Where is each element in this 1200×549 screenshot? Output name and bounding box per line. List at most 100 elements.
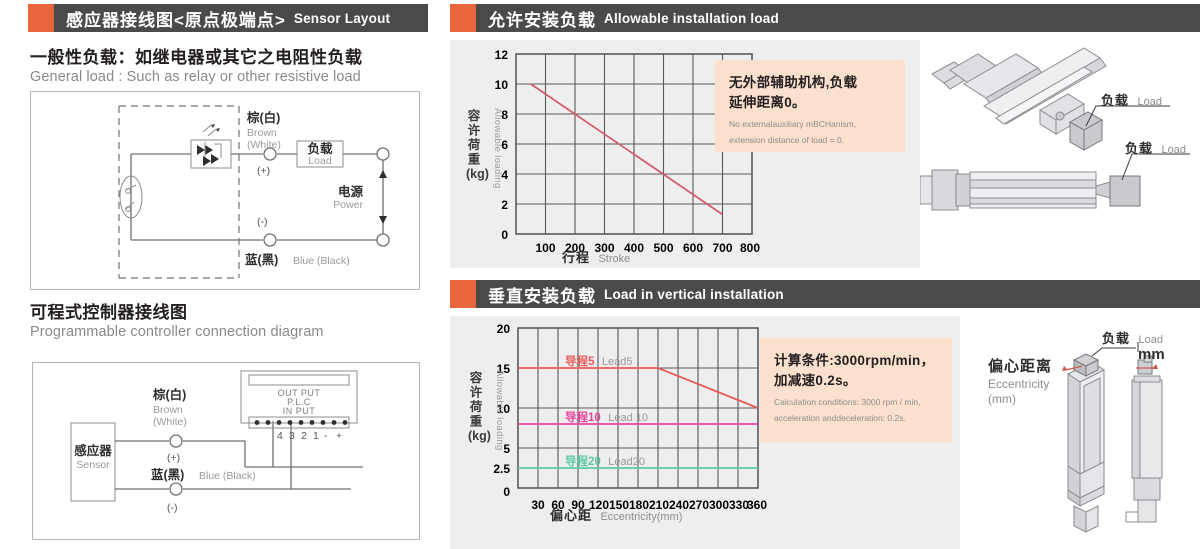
subtitle-general-load: 一般性负载：如继电器或其它之电阻性负载 General load : Such … bbox=[30, 43, 363, 85]
section-title-en: Sensor Layout bbox=[293, 10, 391, 26]
plc-polarity-minus: (-) bbox=[167, 502, 178, 514]
plc-output-label: OUT PUT bbox=[278, 388, 321, 398]
load-label-cn: 负载 bbox=[307, 141, 333, 156]
blue-label-cn: 蓝(黑) bbox=[245, 252, 278, 267]
section-title-allowable-cn: 允许安装负载 bbox=[488, 10, 596, 30]
callout2-en-line1: Calculation conditions: 3000 rpm / min, bbox=[774, 396, 921, 407]
plc-name-label: P.L.C bbox=[287, 397, 311, 407]
callout2-cn-line1: 计算条件:3000rpm/min， bbox=[774, 353, 935, 368]
subtitle-plc-cn: 可程式控制器接线图 bbox=[30, 303, 188, 322]
plc-terminal-2: 2 bbox=[301, 430, 307, 442]
brown-label-en2: (White) bbox=[247, 139, 281, 151]
plc-terminal-minus: - bbox=[324, 430, 328, 442]
sensor-box-label-cn: 感应器 bbox=[74, 443, 112, 458]
plc-blue-label-cn: 蓝(黑) bbox=[151, 467, 184, 482]
eccentricity-label-unit: (mm) bbox=[988, 391, 1016, 406]
chart1-ylabel-cn: 容许荷重 bbox=[465, 109, 480, 168]
svg-text:90: 90 bbox=[571, 498, 585, 512]
polarity-plus-label: (+) bbox=[257, 165, 270, 177]
chart2-xlabel-cn: 偏心距 bbox=[550, 508, 593, 523]
svg-text:400: 400 bbox=[624, 241, 644, 255]
plc-terminal-1: 1 bbox=[313, 430, 319, 442]
callout1-en-line1: No externalauxiliary mBCHanism, bbox=[729, 118, 857, 129]
polarity-minus-label: (-) bbox=[257, 216, 268, 228]
svg-text:5: 5 bbox=[503, 442, 510, 456]
callout-vertical-load: 计算条件:3000rpm/min， 加减速0.2s。 Calculation c… bbox=[760, 338, 952, 442]
callout1-en-line2: extension distance of load = 0. bbox=[729, 134, 845, 145]
blue-label-en: Blue (Black) bbox=[293, 255, 350, 267]
svg-text:500: 500 bbox=[653, 241, 673, 255]
callout1-cn-line2: 延伸距离0。 bbox=[729, 95, 806, 111]
power-label-cn: 电源 bbox=[338, 184, 364, 199]
illustration-vertical-actuators: 负载 Load mm 偏心距离 Eccentricity (mm) bbox=[960, 316, 1200, 549]
series-label-lead5: 导程5 Lead5 bbox=[565, 352, 632, 370]
svg-text:700: 700 bbox=[712, 241, 732, 255]
svg-text:0: 0 bbox=[503, 485, 510, 499]
section-header-vertical-load: 垂直安装负载 Load in vertical installation bbox=[450, 280, 1200, 308]
load-callout-top-1-en: Load bbox=[1137, 96, 1162, 108]
svg-text:2.5: 2.5 bbox=[493, 462, 510, 476]
load-callout-bottom-en: Load bbox=[1138, 334, 1163, 346]
svg-text:4: 4 bbox=[501, 168, 508, 182]
plc-blue-label-en: Blue (Black) bbox=[199, 470, 256, 482]
plc-brown-label-en1: Brown bbox=[153, 404, 183, 416]
plc-circuit-svg: 感应器 Sensor OUT PUT P.L.C IN PUT bbox=[70, 370, 363, 514]
svg-text:15: 15 bbox=[497, 362, 511, 376]
section-header-allowable-load: 允许安装负载 Allowable installation load bbox=[450, 4, 1200, 32]
chart2-ylabel-en: Allowable loading bbox=[493, 370, 505, 451]
series-allowable-load-line bbox=[530, 83, 723, 216]
load-callout-top-2-en: Load bbox=[1161, 144, 1186, 156]
accent-swatch bbox=[28, 4, 54, 32]
svg-text:240: 240 bbox=[669, 498, 689, 512]
load-callout-top-1: 负载 Load bbox=[1101, 90, 1162, 110]
callout1-cn-line1: 无外部辅助机构,负载 bbox=[729, 75, 858, 90]
illustration-horizontal-actuators: 负载 Load 负载 Load bbox=[920, 40, 1200, 268]
svg-text:10: 10 bbox=[495, 78, 509, 92]
chart1-ylabel-unit: (kg) bbox=[466, 167, 489, 182]
chart1-xlabel-cn: 行程 bbox=[562, 250, 591, 265]
svg-text:270: 270 bbox=[689, 498, 709, 512]
mm-unit-label: mm bbox=[1138, 346, 1165, 363]
series-label-lead20-cn: 导程20 bbox=[565, 456, 601, 468]
load-callout-top-1-cn: 负载 bbox=[1101, 93, 1130, 108]
accent-swatch-3 bbox=[450, 280, 476, 308]
plc-brown-label-cn: 棕(白) bbox=[152, 387, 186, 402]
svg-text:100: 100 bbox=[535, 241, 555, 255]
series-label-lead20-en: Lead20 bbox=[608, 456, 645, 468]
series-label-lead10-en: Lead 10 bbox=[608, 412, 649, 424]
chart2-x-axis-label: 偏心距 Eccentricity(mm) bbox=[550, 505, 682, 525]
svg-text:60: 60 bbox=[551, 498, 565, 512]
svg-text:200: 200 bbox=[565, 241, 585, 255]
power-label-en: Power bbox=[333, 199, 363, 211]
svg-text:300: 300 bbox=[594, 241, 614, 255]
plc-polarity-plus: (+) bbox=[167, 452, 180, 464]
section-header-sensor-layout: 感应器接线图<原点极端点> Sensor Layout bbox=[28, 4, 428, 32]
eccentricity-callout: 偏心距离 Eccentricity (mm) bbox=[988, 358, 1052, 407]
series-label-lead10-cn: 导程10 bbox=[565, 412, 601, 424]
svg-text:0: 0 bbox=[501, 228, 508, 242]
chart1-y-axis-label: 容许荷重 (kg) Allowable loading bbox=[466, 102, 503, 189]
load-callout-top-2: 负载 Load bbox=[1125, 138, 1186, 158]
series-label-lead5-cn: 导程5 bbox=[565, 356, 595, 368]
svg-text:330: 330 bbox=[729, 498, 749, 512]
svg-text:2: 2 bbox=[501, 198, 508, 212]
chart-panel-vertical-load: 20 15 10 5 2.5 0 30 60 90 120 150 180 21… bbox=[450, 316, 960, 549]
sensor-circuit-svg: 负载 Load 电源 Power 棕(白) Brown (White) (+) … bbox=[118, 105, 390, 279]
chart1-x-axis-label: 行程 Stroke bbox=[562, 247, 630, 267]
series-label-lead5-en: Lead5 bbox=[601, 356, 633, 368]
accent-swatch-2 bbox=[450, 4, 476, 32]
sensor-box-label-en: Sensor bbox=[76, 459, 110, 471]
plc-brown-label-en2: (White) bbox=[153, 416, 187, 428]
vertical-actuators-svg bbox=[1062, 342, 1163, 533]
series-lead5-line bbox=[518, 367, 759, 409]
svg-text:600: 600 bbox=[683, 241, 703, 255]
chart2-ylabel-unit: (kg) bbox=[468, 429, 491, 444]
chart2-y-axis-label: 容许荷重 (kg) Allowable loading bbox=[468, 364, 505, 451]
chart1-ylabel-en: Allowable loading bbox=[491, 108, 503, 189]
diagram-sensor-circuit: 负载 Load 电源 Power 棕(白) Brown (White) (+) … bbox=[30, 91, 420, 290]
callout2-en-line2: acceleration anddeceleration: 0.2s. bbox=[774, 412, 906, 423]
svg-text:20: 20 bbox=[497, 322, 511, 336]
chart2-xlabel-en: Eccentricity(mm) bbox=[600, 511, 683, 523]
svg-text:180: 180 bbox=[629, 498, 649, 512]
